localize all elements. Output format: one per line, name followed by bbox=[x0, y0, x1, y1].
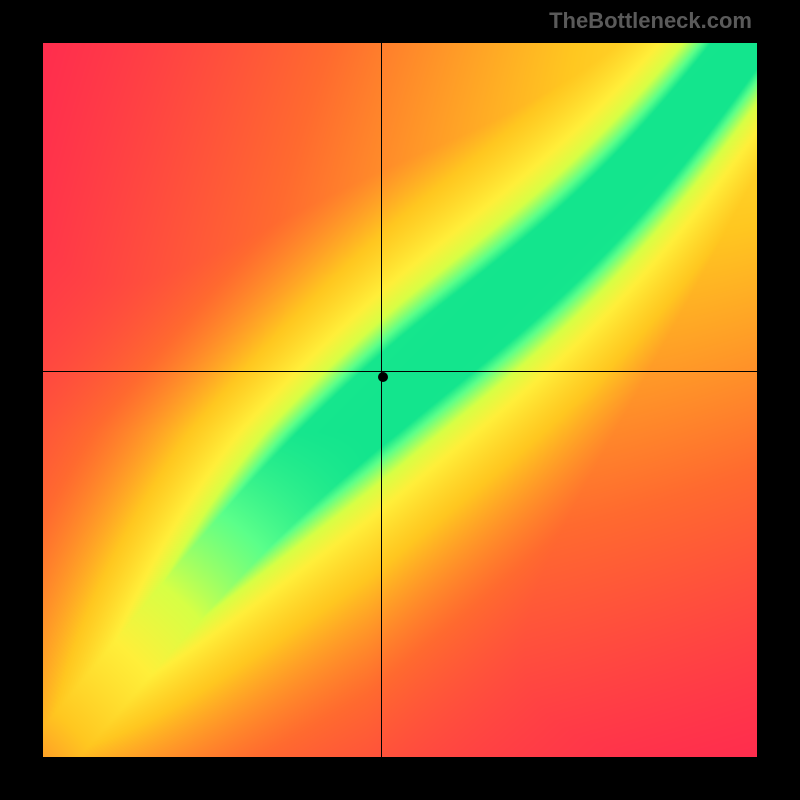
crosshair-vertical bbox=[381, 43, 382, 757]
heatmap-plot bbox=[43, 43, 757, 757]
crosshair-horizontal bbox=[43, 371, 757, 372]
watermark-text: TheBottleneck.com bbox=[549, 8, 752, 34]
data-point-marker bbox=[378, 372, 388, 382]
heatmap-canvas bbox=[43, 43, 757, 757]
